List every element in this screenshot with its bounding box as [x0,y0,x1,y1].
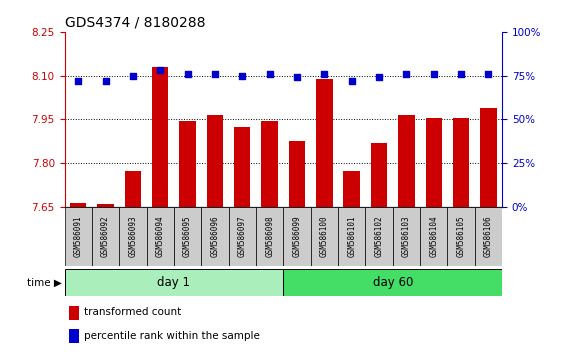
Point [347,78,356,84]
Point [183,71,192,77]
Text: GSM586096: GSM586096 [210,216,219,257]
Bar [256,207,283,266]
Point [320,71,329,77]
Bar [229,207,256,266]
Bar [338,207,365,266]
Text: GSM586099: GSM586099 [292,216,301,257]
Text: percentile rank within the sample: percentile rank within the sample [84,331,260,341]
Text: GSM586095: GSM586095 [183,216,192,257]
Bar [98,204,114,207]
Bar [283,269,502,296]
Text: GSM586105: GSM586105 [457,216,466,257]
Point [128,73,137,79]
Bar [343,171,360,207]
Text: day 60: day 60 [373,276,413,289]
Bar [206,115,223,207]
Bar [180,121,196,207]
Bar [261,121,278,207]
Text: GSM586100: GSM586100 [320,216,329,257]
Bar [65,207,92,266]
Point [156,68,165,73]
Text: GSM586093: GSM586093 [128,216,137,257]
Text: GSM586092: GSM586092 [101,216,110,257]
Bar [475,207,502,266]
Text: GSM586103: GSM586103 [402,216,411,257]
Point [210,71,219,77]
Bar [174,207,201,266]
Point [375,75,384,80]
Bar [393,207,420,266]
Bar [398,115,415,207]
Bar [69,329,79,343]
Point [265,71,274,77]
Bar [420,207,448,266]
Text: time ▶: time ▶ [27,277,62,287]
Bar [371,143,387,207]
Text: GSM586102: GSM586102 [375,216,384,257]
Bar [448,207,475,266]
Bar [453,118,469,207]
Bar [201,207,229,266]
Bar [234,127,250,207]
Text: GSM586094: GSM586094 [156,216,165,257]
Bar [69,306,79,320]
Text: GSM586106: GSM586106 [484,216,493,257]
Point [101,78,110,84]
Point [292,75,301,80]
Bar [311,207,338,266]
Bar [146,207,174,266]
Bar [152,67,168,207]
Bar [480,108,496,207]
Point [457,71,466,77]
Bar [92,207,119,266]
Point [429,71,438,77]
Point [73,78,82,84]
Text: GSM586101: GSM586101 [347,216,356,257]
Text: GSM586091: GSM586091 [73,216,82,257]
Text: GSM586098: GSM586098 [265,216,274,257]
Bar [425,118,442,207]
Bar [289,141,305,207]
Bar [283,207,311,266]
Text: GSM586104: GSM586104 [429,216,438,257]
Text: transformed count: transformed count [84,307,181,317]
Bar [125,171,141,207]
Bar [365,207,393,266]
Bar [119,207,146,266]
Text: GDS4374 / 8180288: GDS4374 / 8180288 [65,16,205,30]
Bar [65,269,283,296]
Text: day 1: day 1 [158,276,190,289]
Text: GSM586097: GSM586097 [238,216,247,257]
Bar [70,203,86,207]
Point [402,71,411,77]
Bar [316,79,333,207]
Point [484,71,493,77]
Point [238,73,247,79]
